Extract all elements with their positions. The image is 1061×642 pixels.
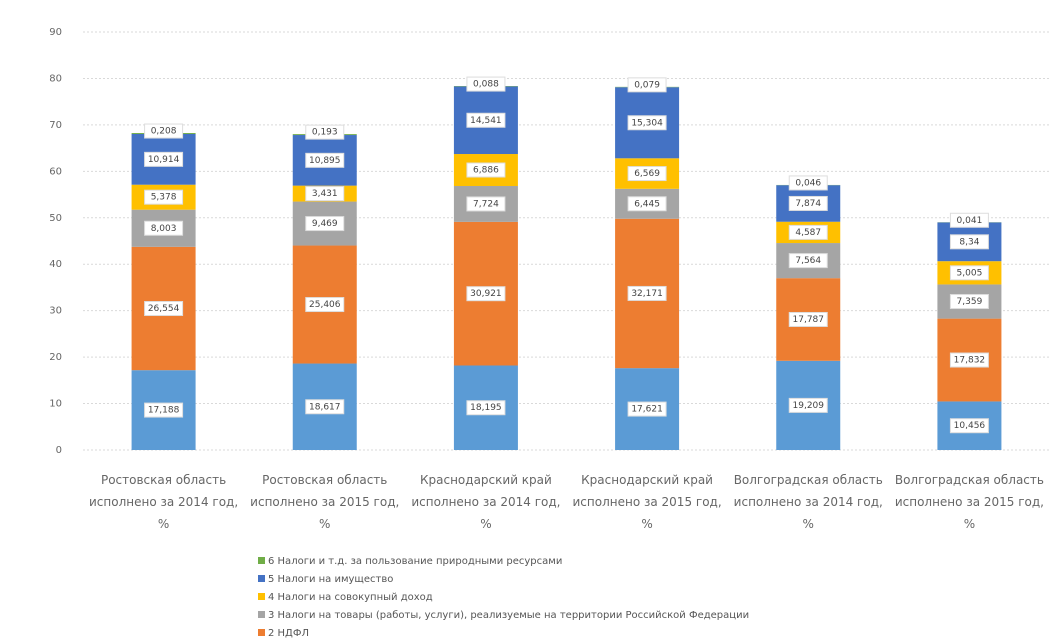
value-label-box <box>466 162 506 178</box>
y-tick-label: 70 <box>49 120 62 131</box>
value-label-box <box>144 220 184 236</box>
x-tick-label: Ростовская область исполнено за 2014 год,… <box>89 473 238 531</box>
value-label: 0,046 <box>795 178 821 188</box>
value-label: 18,195 <box>470 403 502 413</box>
value-label: 9,469 <box>312 219 338 229</box>
value-label-box <box>788 397 828 413</box>
value-label-box <box>627 115 667 131</box>
legend-label: 4 Налоги на совокупный доход <box>268 592 433 603</box>
value-label-box <box>466 112 506 128</box>
value-label: 15,304 <box>631 118 663 128</box>
value-label: 5,378 <box>151 193 177 203</box>
value-label: 8,34 <box>959 237 979 247</box>
value-label-box <box>144 402 184 418</box>
x-tick-label: Волгоградская область исполнено за 2014 г… <box>734 473 883 531</box>
legend-swatch <box>258 557 265 564</box>
value-label-box <box>627 77 667 93</box>
value-label: 4,587 <box>795 228 821 238</box>
legend-swatch <box>258 629 265 636</box>
value-label-box <box>788 311 828 327</box>
value-label-box <box>949 265 989 281</box>
value-label-box <box>305 297 345 313</box>
x-tick-label: Краснодарский край исполнено за 2015 год,… <box>573 473 722 531</box>
value-label-box <box>305 399 345 415</box>
value-label-box <box>788 175 828 191</box>
value-label-box <box>788 224 828 240</box>
legend-swatch <box>258 611 265 618</box>
value-label: 7,359 <box>957 297 983 307</box>
value-label-box <box>144 189 184 205</box>
value-label-box <box>466 286 506 302</box>
value-label: 0,088 <box>473 80 499 90</box>
value-label: 14,541 <box>470 116 502 126</box>
y-tick-label: 10 <box>49 399 62 410</box>
value-label: 5,005 <box>957 268 983 278</box>
value-label-box <box>949 418 989 434</box>
value-label: 18,617 <box>309 402 341 412</box>
value-label-box <box>949 352 989 368</box>
value-label: 8,003 <box>151 224 177 234</box>
y-tick-label: 80 <box>49 73 62 84</box>
legend-swatch <box>258 575 265 582</box>
value-label: 25,406 <box>309 300 341 310</box>
value-label: 17,832 <box>954 356 986 366</box>
value-label: 26,554 <box>148 304 180 314</box>
value-label: 19,209 <box>793 401 825 411</box>
value-label-box <box>305 152 345 168</box>
legend-swatch <box>258 593 265 600</box>
y-tick-label: 60 <box>49 166 62 177</box>
value-label: 10,914 <box>148 155 180 165</box>
value-label-box <box>627 401 667 417</box>
value-label: 17,188 <box>148 406 180 416</box>
value-label: 0,041 <box>957 216 983 226</box>
value-label: 17,787 <box>793 315 825 325</box>
legend-label: 6 Налоги и т.д. за пользование природным… <box>268 556 562 567</box>
value-label: 7,724 <box>473 199 499 209</box>
value-label: 17,621 <box>631 405 663 415</box>
value-label: 0,079 <box>634 80 660 90</box>
value-label-box <box>788 195 828 211</box>
value-label-box <box>627 196 667 212</box>
value-label: 6,445 <box>634 199 660 209</box>
value-label: 10,895 <box>309 156 341 166</box>
value-label: 0,193 <box>312 128 338 138</box>
y-tick-label: 20 <box>49 352 62 363</box>
value-label: 6,886 <box>473 166 499 176</box>
value-label-box <box>949 234 989 250</box>
y-tick-label: 40 <box>49 259 62 270</box>
value-label-box <box>627 285 667 301</box>
value-label-box <box>466 76 506 92</box>
value-label: 7,564 <box>795 256 821 266</box>
value-label-box <box>466 196 506 212</box>
legend-label: 3 Налоги на товары (работы, услуги), реа… <box>268 610 749 621</box>
legend-label: 5 Налоги на имущество <box>268 574 393 585</box>
value-label-box <box>788 253 828 269</box>
value-label-box <box>305 124 345 140</box>
value-label: 3,431 <box>312 189 338 199</box>
value-label-box <box>949 212 989 228</box>
value-label-box <box>305 216 345 232</box>
legend-label: 2 НДФЛ <box>268 628 309 639</box>
value-label-box <box>305 186 345 202</box>
value-label: 7,874 <box>795 199 821 209</box>
value-label-box <box>949 294 989 310</box>
y-tick-label: 30 <box>49 306 62 317</box>
value-label: 32,171 <box>631 289 663 299</box>
value-label: 30,921 <box>470 289 502 299</box>
value-label-box <box>144 151 184 167</box>
value-label-box <box>144 301 184 317</box>
x-tick-label: Ростовская область исполнено за 2015 год,… <box>250 473 399 531</box>
y-tick-label: 90 <box>49 27 62 38</box>
value-label: 0,208 <box>151 127 177 137</box>
value-label: 6,569 <box>634 169 660 179</box>
y-tick-label: 50 <box>49 213 62 224</box>
x-tick-label: Волгоградская область исполнено за 2015 г… <box>895 473 1044 531</box>
value-label-box <box>466 400 506 416</box>
x-tick-label: Краснодарский край исполнено за 2014 год,… <box>411 473 560 531</box>
value-label-box <box>144 123 184 139</box>
y-tick-label: 0 <box>56 445 62 456</box>
value-label: 10,456 <box>954 421 986 431</box>
value-label-box <box>627 166 667 182</box>
